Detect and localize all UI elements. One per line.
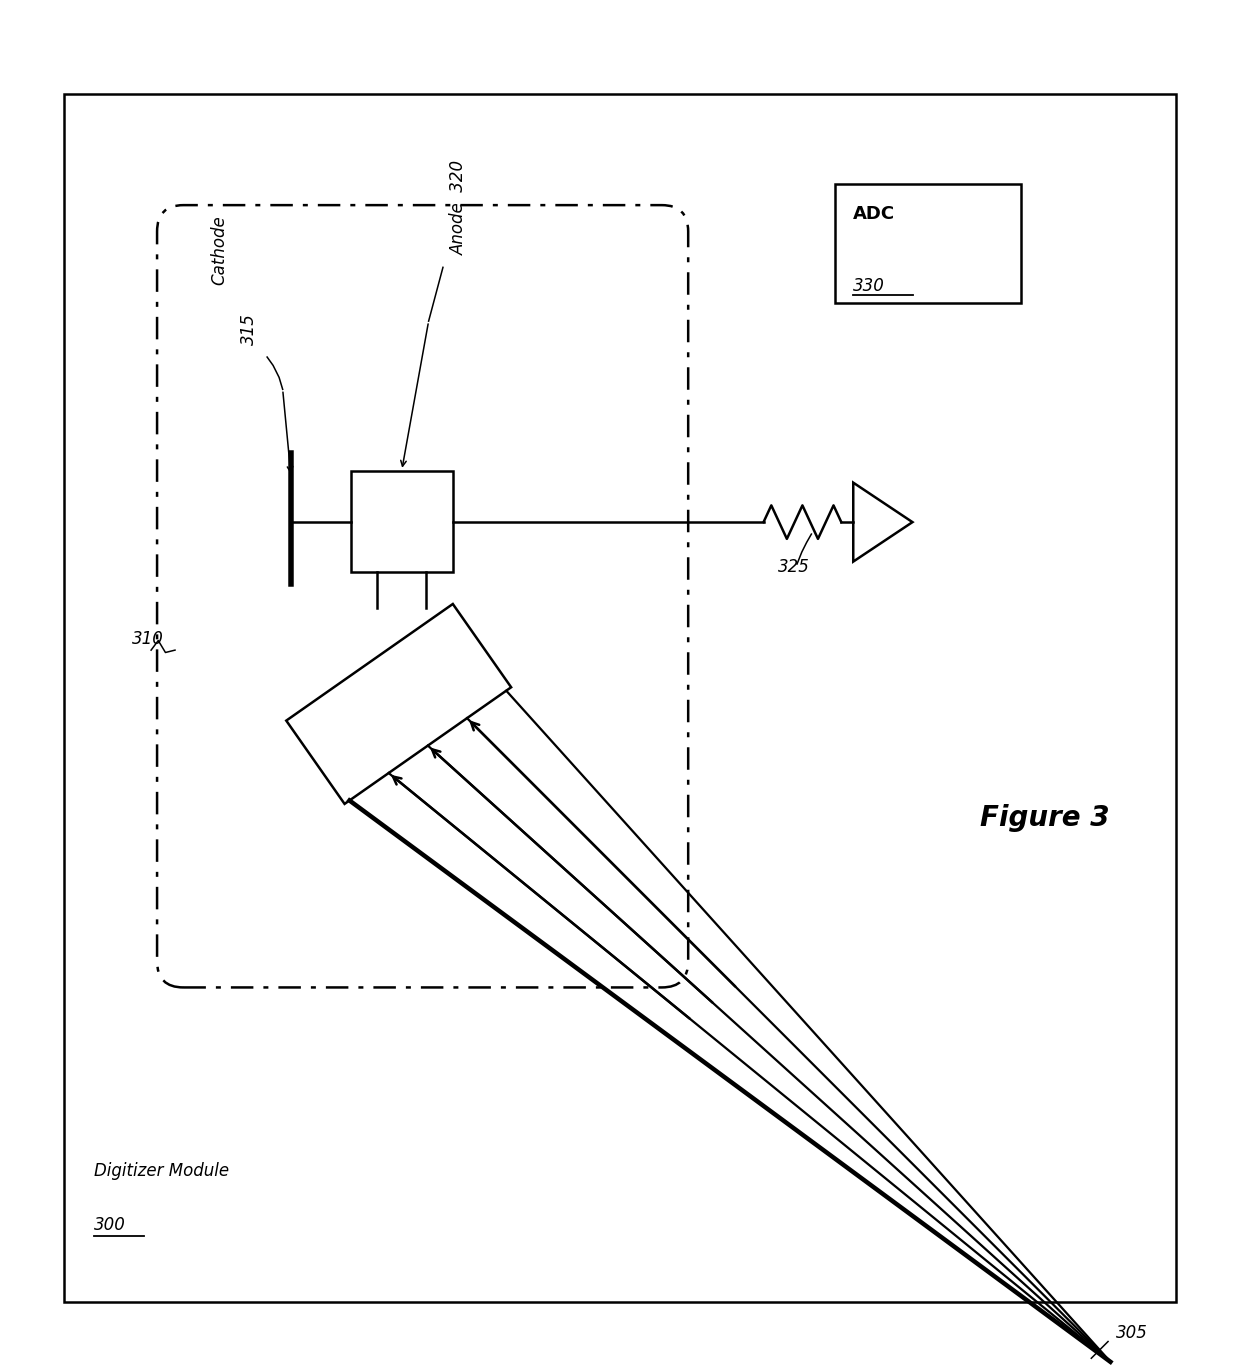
Text: Anode  320: Anode 320 bbox=[450, 161, 467, 255]
Text: 325: 325 bbox=[777, 558, 810, 576]
Text: Figure 3: Figure 3 bbox=[980, 804, 1110, 831]
Text: ADC: ADC bbox=[853, 206, 895, 224]
Bar bbox=[351, 471, 453, 572]
FancyBboxPatch shape bbox=[157, 206, 688, 988]
Bar bbox=[836, 184, 1021, 303]
Polygon shape bbox=[853, 483, 913, 561]
Text: 330: 330 bbox=[853, 277, 885, 295]
Text: 310: 310 bbox=[131, 630, 164, 648]
Text: Digitizer Module: Digitizer Module bbox=[94, 1162, 229, 1180]
Polygon shape bbox=[286, 604, 511, 804]
Text: Cathode: Cathode bbox=[211, 215, 228, 285]
Text: 305: 305 bbox=[1116, 1324, 1148, 1342]
Text: 300: 300 bbox=[94, 1216, 125, 1235]
Text: 315: 315 bbox=[241, 313, 258, 346]
Bar bbox=[63, 93, 1177, 1302]
